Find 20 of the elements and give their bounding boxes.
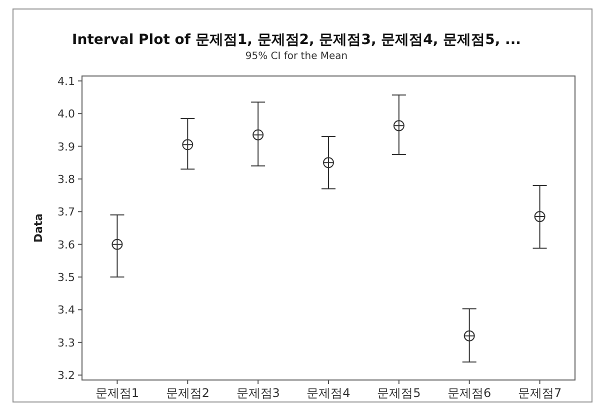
x-tick-label: 문제점3 xyxy=(236,386,280,400)
y-tick-label: 3.3 xyxy=(58,336,75,350)
x-tick-label: 문제점7 xyxy=(518,386,562,400)
y-axis-title: Data xyxy=(32,213,45,243)
y-tick-label: 3.2 xyxy=(58,369,75,382)
chart-subtitle: 95% CI for the Mean xyxy=(245,51,348,62)
y-tick-label: 3.9 xyxy=(58,140,75,154)
y-tick-label: 3.8 xyxy=(58,172,75,186)
x-tick-label: 문제점1 xyxy=(95,386,140,400)
y-tick-label: 3.7 xyxy=(58,206,75,219)
x-tick-label: 문제점6 xyxy=(448,386,492,400)
x-tick-label: 문제점4 xyxy=(306,386,350,400)
y-tick-label: 3.6 xyxy=(58,238,75,252)
x-tick-label: 문제점5 xyxy=(377,386,421,400)
y-tick-label: 4.0 xyxy=(58,108,75,121)
y-tick-label: 3.5 xyxy=(58,271,75,284)
y-tick-label: 4.1 xyxy=(58,74,75,88)
y-tick-label: 3.4 xyxy=(58,304,75,317)
x-tick-label: 문제점2 xyxy=(166,386,210,400)
chart-title: Interval Plot of 문제점1, 문제점2, 문제점3, 문제점4, 문제점5, ... xyxy=(72,32,521,48)
